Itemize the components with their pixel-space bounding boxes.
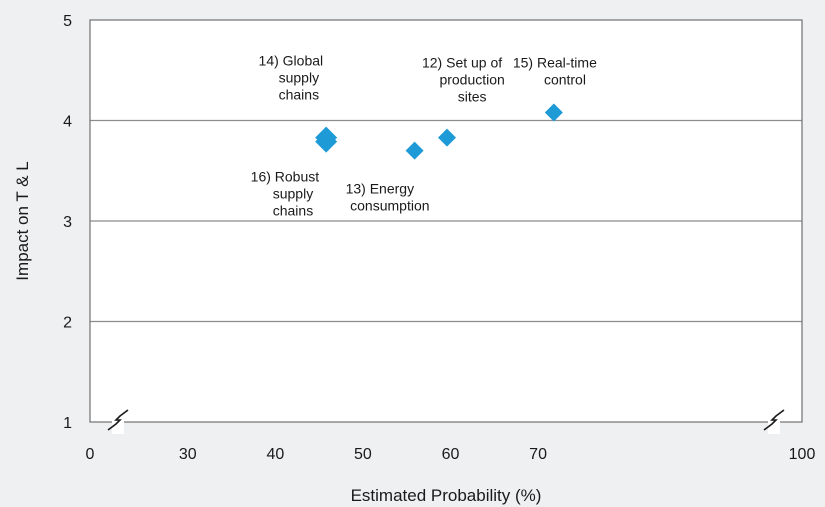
x-tick-label: 30 [179,446,197,463]
y-tick-label: 3 [63,214,72,231]
x-axis-title: Estimated Probability (%) [351,486,542,505]
x-tick-label: 70 [529,446,547,463]
y-tick-label: 2 [63,315,72,332]
x-tick-label: 40 [266,446,284,463]
x-tick-label: 0 [86,446,95,463]
x-tick-label: 60 [442,446,460,463]
x-tick-label: 100 [789,446,816,463]
y-axis-title: Impact on T & L [13,161,32,280]
y-tick-label: 4 [63,114,72,131]
y-tick-label: 5 [63,13,72,30]
y-tick-label: 1 [63,415,72,432]
x-tick-label: 50 [354,446,372,463]
